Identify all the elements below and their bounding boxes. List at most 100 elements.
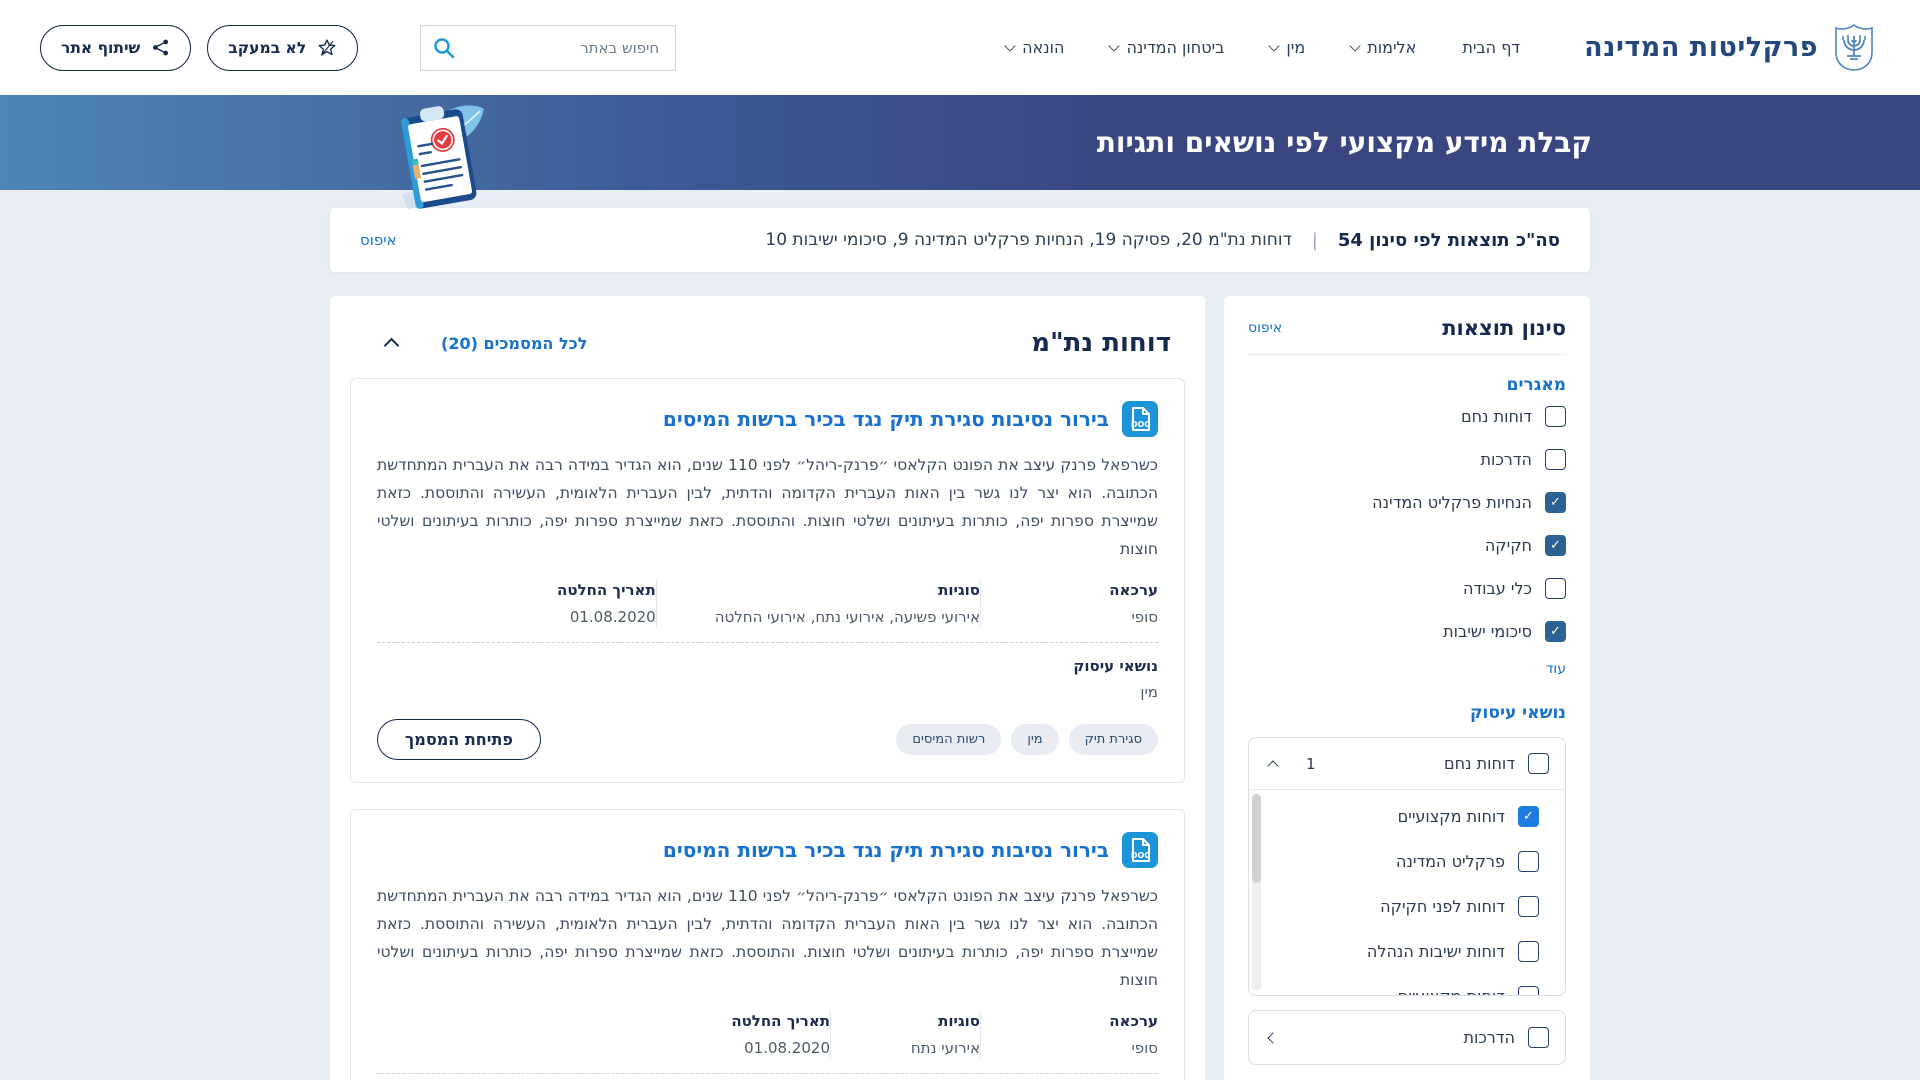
results-total: סה"כ תוצאות לפי סינון 54: [1337, 229, 1560, 251]
checkbox[interactable]: [1518, 851, 1539, 872]
checkbox[interactable]: [1545, 578, 1566, 599]
meta-value: סופי: [1131, 1039, 1158, 1057]
topic-checkbox-row[interactable]: דוחות לפני חקיקה: [1273, 884, 1539, 929]
nav-item-fraud[interactable]: הונאה: [1004, 38, 1065, 57]
site-title: פרקליטות המדינה: [1584, 32, 1818, 63]
untrack-label: לא במעקב: [228, 38, 307, 57]
meta-label: תאריך החלטה: [557, 581, 656, 599]
checkbox[interactable]: [1518, 806, 1539, 827]
meta-value: 01.08.2020: [744, 1039, 830, 1057]
nav-item-sex[interactable]: מין: [1268, 38, 1305, 57]
nav-item-home[interactable]: דף הבית: [1462, 38, 1520, 57]
chevron-down-icon: [1004, 40, 1016, 52]
nav-label: הונאה: [1022, 38, 1065, 57]
document-card: DOC בירור נסיבות סגירת תיק נגד בכיר ברשו…: [350, 378, 1185, 783]
topics-heading: נושאי עיסוק: [1470, 703, 1566, 723]
checkbox[interactable]: [1518, 896, 1539, 917]
databases-heading: מאגרים: [1506, 375, 1566, 395]
checkbox[interactable]: [1545, 492, 1566, 513]
filter-checkbox-row[interactable]: חקיקה: [1248, 524, 1566, 567]
search-input[interactable]: [420, 24, 677, 71]
results-summary-bar: סה"כ תוצאות לפי סינון 54 | דוחות נת"מ 20…: [330, 208, 1590, 272]
checkbox-label: חקיקה: [1484, 536, 1532, 555]
meta-court: ערכאה סופי: [980, 579, 1158, 628]
search-icon[interactable]: [432, 36, 456, 60]
meta-decision-date: תאריך החלטה 01.08.2020: [673, 1010, 830, 1059]
results-reset-link[interactable]: איפוס: [360, 231, 397, 249]
checkbox-label: סיכומי ישיבות: [1443, 622, 1532, 641]
sidebar-reset-link[interactable]: איפוס: [1248, 320, 1283, 336]
topics-dropdown-group: הדרכות: [1248, 1010, 1566, 1065]
meta-value: 01.08.2020: [569, 608, 656, 626]
page-title: קבלת מידע מקצועי לפי נושאים ותגיות: [1096, 126, 1592, 159]
filter-checkbox-row[interactable]: הדרכות: [1248, 438, 1566, 481]
dropdown-header[interactable]: הדרכות: [1249, 1011, 1565, 1064]
dropdown-header[interactable]: דוחות נחם 1: [1249, 738, 1565, 789]
chevron-down-icon: [1268, 40, 1281, 52]
topic-checkbox-row[interactable]: דוחות מקצועיים: [1273, 974, 1539, 995]
open-document-button[interactable]: פתיחת המסמך: [377, 719, 541, 760]
all-documents-link[interactable]: לכל המסמכים (20): [441, 333, 588, 353]
dropdown-label: דוחות נחם: [1444, 754, 1515, 773]
results-breakdown: דוחות נת"מ 20, פסיקה 19, הנחיות פרקליט ה…: [765, 230, 1292, 250]
svg-text:DOC: DOC: [1131, 420, 1150, 429]
nav-item-violence[interactable]: אלימות: [1349, 38, 1416, 57]
content-area: סינון תוצאות איפוס מאגרים דוחות נחם הדרכ…: [330, 296, 1590, 1080]
filter-checkbox-row[interactable]: סיכומי ישיבות: [1248, 610, 1566, 653]
tags-group: סגירת תיק מין רשות המיסים: [896, 724, 1158, 755]
tag[interactable]: רשות המיסים: [896, 724, 1002, 755]
document-footer: סגירת תיק מין רשות המיסים פתיחת המסמך: [377, 719, 1158, 760]
nav-item-state-security[interactable]: ביטחון המדינה: [1108, 38, 1225, 57]
chevron-left-icon: [1267, 1031, 1279, 1044]
dropdown-label: הדרכות: [1463, 1028, 1515, 1047]
brand[interactable]: פרקליטות המדינה: [1584, 23, 1876, 73]
document-title[interactable]: בירור נסיבות סגירת תיק נגד בכיר ברשות המ…: [662, 838, 1109, 862]
checkbox-label: דוחות לפני חקיקה: [1380, 897, 1505, 916]
checkbox[interactable]: [1528, 753, 1549, 774]
meta-decision-date: תאריך החלטה 01.08.2020: [499, 579, 656, 628]
meta-issues: סוגיות אירועי נתח: [830, 1010, 980, 1059]
share-site-button[interactable]: שיתוף אתר: [40, 24, 192, 71]
more-filters-link[interactable]: עוד: [1545, 661, 1566, 677]
checkbox[interactable]: [1528, 1027, 1549, 1048]
nav-label: דף הבית: [1462, 38, 1521, 57]
scrollbar-track[interactable]: [1252, 794, 1261, 991]
checkbox[interactable]: [1545, 535, 1566, 556]
topic-checkbox-row[interactable]: פרקליט המדינה: [1273, 839, 1539, 884]
meta-value: סופי: [1131, 608, 1158, 626]
star-icon: [318, 38, 336, 56]
scrollbar-thumb[interactable]: [1252, 794, 1261, 883]
checkbox[interactable]: [1518, 986, 1539, 995]
topic-checkbox-row[interactable]: דוחות מקצועיים: [1273, 794, 1539, 839]
document-title[interactable]: בירור נסיבות סגירת תיק נגד בכיר ברשות המ…: [662, 407, 1109, 431]
checkbox[interactable]: [1518, 941, 1539, 962]
document-meta-row: ערכאה סופי סוגיות אירועי נתח תאריך החלטה…: [377, 1010, 1158, 1059]
tag[interactable]: מין: [1011, 724, 1059, 755]
section-title: דוחות נת"מ: [1031, 328, 1171, 358]
document-title-row: DOC בירור נסיבות סגירת תיק נגד בכיר ברשו…: [377, 401, 1158, 437]
topic-checkbox-row[interactable]: דוחות ישיבות הנהלה: [1273, 929, 1539, 974]
meta-value: אירועי נתח: [910, 1039, 980, 1057]
dropdown-panel: דוחות מקצועיים פרקליט המדינה דוחות לפני …: [1249, 789, 1565, 995]
collapse-section-icon[interactable]: [383, 337, 400, 353]
filter-checkbox-row[interactable]: הנחיות פרקליט המדינה: [1248, 481, 1566, 524]
checkbox-label: דוחות נחם: [1461, 407, 1532, 426]
tag[interactable]: סגירת תיק: [1068, 724, 1158, 755]
meta-value: אירועי פשיעה, אירועי נתח, אירועי החלטה: [714, 608, 980, 626]
sidebar-title: סינון תוצאות: [1442, 316, 1566, 340]
sidebar-header: סינון תוצאות איפוס: [1248, 316, 1566, 355]
filter-checkbox-row[interactable]: כלי עבודה: [1248, 567, 1566, 610]
checkbox[interactable]: [1545, 449, 1566, 470]
checkbox[interactable]: [1545, 406, 1566, 427]
nav-label: ביטחון המדינה: [1126, 38, 1225, 57]
selected-count: 1: [1306, 754, 1316, 773]
checkbox[interactable]: [1545, 621, 1566, 642]
filter-checkbox-row[interactable]: דוחות נחם: [1248, 395, 1566, 438]
meta-label: סוגיות: [938, 1012, 980, 1030]
checkbox-label: דוחות מקצועיים: [1397, 807, 1505, 826]
untrack-button[interactable]: לא במעקב: [207, 24, 359, 71]
meta-label: סוגיות: [938, 581, 980, 599]
svg-text:DOC: DOC: [1131, 851, 1150, 860]
results-panel: דוחות נת"מ לכל המסמכים (20) DOC בירור נס…: [330, 296, 1205, 1080]
topics-value: מין: [1140, 683, 1158, 701]
